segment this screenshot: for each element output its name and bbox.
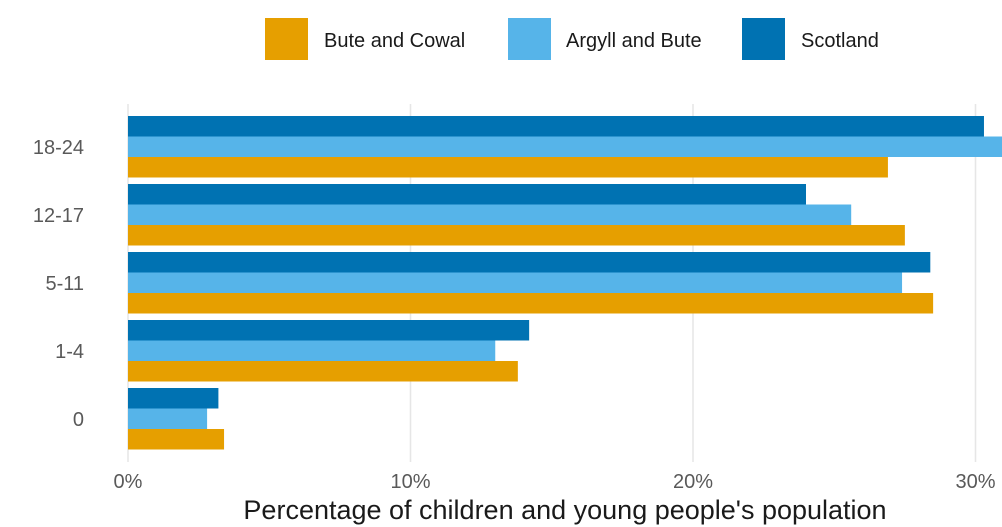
x-tick-label: 10% [390,471,430,493]
bar-scotland [128,116,984,137]
bar-bute-and-cowal [128,361,518,382]
bar-bute-and-cowal [128,293,933,314]
legend-swatch [265,18,308,60]
bar-scotland [128,184,806,205]
legend-label: Scotland [801,30,879,52]
x-axis-ticks: 0% 10% 20% 30% [114,471,996,493]
x-tick-label: 20% [673,471,713,493]
bar-bute-and-cowal [128,157,888,178]
legend-label: Bute and Cowal [324,30,465,52]
legend-swatch [508,18,551,60]
x-axis-title: Percentage of children and young people'… [243,495,886,525]
y-tick-label: 18-24 [33,137,84,159]
bar-bute-and-cowal [128,225,905,246]
bar-argyll-and-bute [128,205,851,226]
legend-swatch [742,18,785,60]
bar-scotland [128,388,218,409]
y-tick-label: 5-11 [45,273,84,295]
bars [128,116,1002,450]
bar-argyll-and-bute [128,137,1002,158]
x-tick-label: 30% [955,471,995,493]
bar-argyll-and-bute [128,409,207,430]
y-tick-label: 1-4 [55,341,84,363]
y-axis-ticks: 18-24 12-17 5-11 1-4 0 [33,137,84,431]
y-tick-label: 12-17 [33,205,84,227]
y-tick-label: 0 [73,409,84,431]
legend: Bute and Cowal Argyll and Bute Scotland [265,18,879,60]
bar-argyll-and-bute [128,341,495,362]
bar-scotland [128,252,930,273]
bar-argyll-and-bute [128,273,902,294]
x-tick-label: 0% [114,471,143,493]
bar-scotland [128,320,529,341]
bar-bute-and-cowal [128,429,224,450]
legend-label: Argyll and Bute [566,30,702,52]
